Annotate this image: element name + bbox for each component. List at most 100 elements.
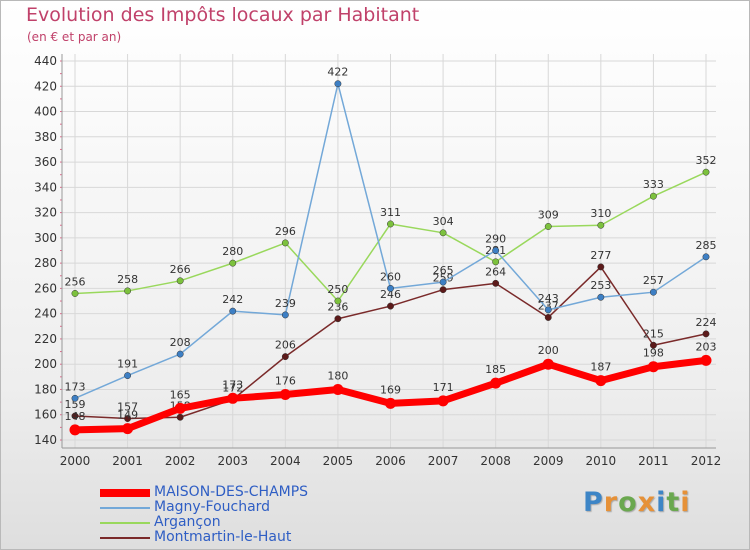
data-point xyxy=(595,375,607,387)
data-point xyxy=(174,402,186,414)
x-tick-label: 2000 xyxy=(60,454,91,468)
logo-letter: i xyxy=(656,487,667,518)
data-label: 224 xyxy=(696,316,717,329)
data-label: 280 xyxy=(222,245,243,258)
data-point xyxy=(176,350,184,358)
data-point xyxy=(332,383,344,395)
data-label: 266 xyxy=(170,263,191,276)
data-label: 257 xyxy=(643,274,664,287)
x-tick-label: 2005 xyxy=(323,454,354,468)
data-label: 165 xyxy=(170,388,191,401)
data-point xyxy=(124,287,132,295)
data-point xyxy=(124,415,132,422)
y-tick-label: 220 xyxy=(34,332,57,346)
data-point xyxy=(490,377,502,389)
data-point xyxy=(702,330,710,338)
data-label: 148 xyxy=(65,410,86,423)
y-tick-label: 340 xyxy=(34,180,57,194)
x-tick-label: 2003 xyxy=(217,454,248,468)
data-label: 173 xyxy=(222,378,243,391)
data-point xyxy=(176,413,184,421)
legend-label: Argançon xyxy=(154,514,221,530)
data-label: 206 xyxy=(275,339,296,352)
data-label: 333 xyxy=(643,178,664,191)
data-point xyxy=(387,284,394,292)
logo-letter: P xyxy=(583,487,604,518)
data-label: 157 xyxy=(117,401,138,414)
data-point xyxy=(176,277,184,285)
data-label: 242 xyxy=(222,293,243,306)
data-label: 149 xyxy=(117,409,138,422)
y-tick-label: 380 xyxy=(34,130,57,144)
data-label: 239 xyxy=(275,297,296,310)
x-tick-label: 2011 xyxy=(638,454,669,468)
data-point xyxy=(71,394,79,402)
data-point xyxy=(334,80,342,88)
chart-subtitle: (en € et par an) xyxy=(27,30,122,44)
data-point xyxy=(279,389,291,401)
data-point xyxy=(387,220,394,228)
y-tick-label: 400 xyxy=(34,105,57,119)
data-point xyxy=(439,229,447,237)
data-point xyxy=(229,307,237,315)
data-label: 243 xyxy=(538,292,559,305)
logo-letter: i xyxy=(680,487,691,518)
logo-letter: o xyxy=(618,487,638,518)
data-label: 296 xyxy=(275,225,296,238)
data-point xyxy=(597,221,605,229)
data-point xyxy=(597,263,605,271)
logo-letter: t xyxy=(666,487,681,518)
data-point xyxy=(492,279,500,287)
y-tick-label: 200 xyxy=(34,357,57,371)
data-point xyxy=(334,297,342,305)
logo-letter: r xyxy=(603,487,619,518)
legend-swatch xyxy=(100,507,150,509)
data-point xyxy=(281,311,289,319)
data-label: 311 xyxy=(380,206,401,219)
data-label: 203 xyxy=(696,340,717,353)
data-label: 185 xyxy=(485,363,506,376)
legend-swatch xyxy=(100,489,150,497)
x-tick-label: 2004 xyxy=(270,454,301,468)
data-point xyxy=(649,341,657,349)
chart-title: Evolution des Impôts locaux par Habitant xyxy=(26,4,420,26)
data-label: 208 xyxy=(170,336,191,349)
data-label: 172 xyxy=(222,382,243,395)
y-tick-label: 300 xyxy=(34,231,57,245)
data-point xyxy=(281,353,289,361)
x-tick-label: 2002 xyxy=(165,454,196,468)
data-point xyxy=(122,423,134,435)
data-label: 310 xyxy=(590,207,611,220)
data-label: 304 xyxy=(433,215,454,228)
data-label: 215 xyxy=(643,327,664,340)
data-label: 180 xyxy=(327,369,348,382)
y-tick-label: 280 xyxy=(34,256,57,270)
x-tick-label: 2006 xyxy=(375,454,406,468)
data-label: 422 xyxy=(327,66,348,79)
data-point xyxy=(492,258,500,266)
data-label: 290 xyxy=(485,233,506,246)
data-point xyxy=(227,392,239,404)
data-point xyxy=(544,223,552,230)
data-point xyxy=(69,424,81,436)
legend-label: Montmartin-le-Haut xyxy=(154,529,292,545)
data-point xyxy=(700,354,712,366)
data-point xyxy=(71,290,79,297)
data-point xyxy=(71,412,79,420)
data-label: 191 xyxy=(117,358,138,371)
data-point xyxy=(439,278,447,286)
data-label: 246 xyxy=(380,288,401,301)
data-label: 264 xyxy=(485,265,506,278)
data-point xyxy=(492,247,500,254)
data-point xyxy=(281,239,289,247)
data-label: 256 xyxy=(65,275,86,288)
y-tick-label: 360 xyxy=(34,155,57,169)
data-label: 169 xyxy=(380,383,401,396)
data-point xyxy=(544,314,552,321)
x-tick-label: 2009 xyxy=(533,454,564,468)
y-tick-label: 140 xyxy=(34,433,57,447)
data-point xyxy=(702,253,710,261)
data-point xyxy=(387,302,394,310)
data-point xyxy=(544,306,552,314)
